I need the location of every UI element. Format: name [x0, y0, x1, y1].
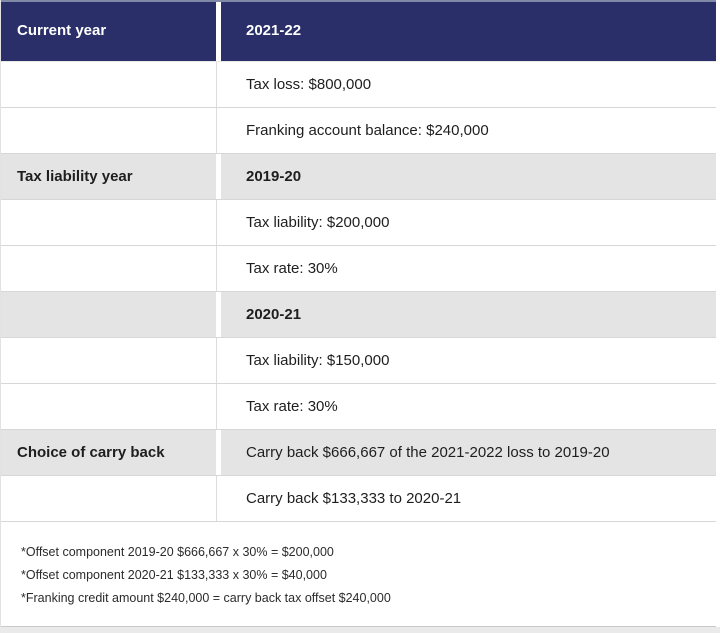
row-label-cell	[1, 292, 216, 337]
row-value-cell: 2020-21	[221, 292, 716, 337]
row-value-cell: Tax loss: $800,000	[246, 76, 372, 93]
row-label-cell	[1, 246, 216, 291]
column-divider	[216, 476, 221, 521]
column-divider	[216, 108, 221, 153]
table-row: Tax loss: $800,000	[1, 62, 716, 108]
row-value-cell: Tax rate: 30%	[246, 398, 338, 415]
row-label-cell	[1, 200, 216, 245]
row-value-cell: Franking account balance: $240,000	[246, 122, 489, 139]
column-divider	[216, 62, 221, 107]
header-label-current-year: Current year	[1, 0, 216, 61]
table-row: Franking account balance: $240,000	[1, 108, 716, 154]
table-row: Tax liability: $200,000	[1, 200, 716, 246]
header-value-year: 2021-22	[221, 0, 716, 61]
table-row-section: Choice of carry back Carry back $666,667…	[1, 430, 716, 476]
row-label-cell	[1, 476, 216, 521]
page-bottom-strip	[0, 627, 720, 633]
row-label-cell	[1, 338, 216, 383]
column-divider	[216, 338, 221, 383]
row-label-cell: Choice of carry back	[1, 430, 216, 475]
row-value-cell: Tax rate: 30%	[246, 260, 338, 277]
column-divider	[216, 0, 221, 61]
table-row: Tax rate: 30%	[1, 246, 716, 292]
column-divider	[216, 430, 221, 475]
column-divider	[216, 384, 221, 429]
row-value-cell: 2019-20	[221, 154, 716, 199]
row-value-cell: Carry back $133,333 to 2020-21	[246, 490, 462, 507]
row-label-cell	[1, 62, 216, 107]
table-row: Tax rate: 30%	[1, 384, 716, 430]
row-label-cell: Tax liability year	[1, 154, 216, 199]
row-value-cell: Tax liability: $150,000	[246, 352, 390, 369]
footnotes-section: *Offset component 2019-20 $666,667 x 30%…	[1, 522, 716, 627]
footnote-franking-credit: *Franking credit amount $240,000 = carry…	[21, 591, 391, 605]
table-header-row: Current year 2021-22	[1, 0, 716, 62]
column-divider	[216, 246, 221, 291]
footnote-offset-2020-21: *Offset component 2020-21 $133,333 x 30%…	[21, 568, 327, 582]
row-label-cell	[1, 384, 216, 429]
row-value-cell: Tax liability: $200,000	[246, 214, 390, 231]
footnote-offset-2019-20: *Offset component 2019-20 $666,667 x 30%…	[21, 545, 334, 559]
row-value-cell: Carry back $666,667 of the 2021-2022 los…	[221, 430, 716, 475]
column-divider	[216, 292, 221, 337]
table-row-section: Tax liability year 2019-20	[1, 154, 716, 200]
row-label-cell	[1, 108, 216, 153]
column-divider	[216, 200, 221, 245]
table-row: Tax liability: $150,000	[1, 338, 716, 384]
table-row-section: 2020-21	[1, 292, 716, 338]
column-divider	[216, 154, 221, 199]
table-row: Carry back $133,333 to 2020-21	[1, 476, 716, 522]
